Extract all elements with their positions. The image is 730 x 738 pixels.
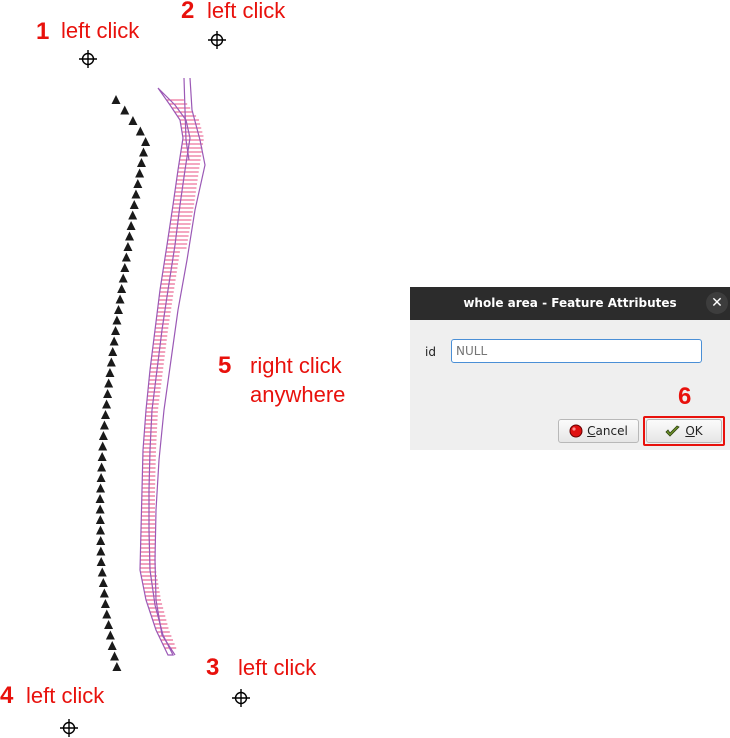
triangle-marker bbox=[95, 494, 105, 503]
triangle-marker bbox=[99, 588, 109, 598]
triangle-marker bbox=[114, 305, 123, 314]
triangle-marker bbox=[96, 473, 106, 482]
polygon-outline-secondary bbox=[154, 77, 206, 656]
id-field-label: id bbox=[425, 345, 436, 359]
crosshair-icon bbox=[60, 719, 78, 737]
triangle-marker bbox=[97, 462, 107, 472]
step-1-number: 1 bbox=[36, 18, 50, 45]
triangle-marker bbox=[97, 567, 107, 577]
close-button[interactable]: ✕ bbox=[706, 292, 728, 314]
triangle-marker bbox=[104, 620, 114, 629]
polygon-outline-tertiary bbox=[183, 77, 190, 161]
step-1-label: left click bbox=[61, 18, 140, 43]
step-5-number: 5 bbox=[218, 352, 232, 379]
step-6-number: 6 bbox=[678, 383, 692, 410]
cancel-icon bbox=[569, 424, 583, 438]
cancel-label: Cancel bbox=[587, 424, 628, 438]
triangle-marker bbox=[99, 420, 109, 430]
polygon-outline bbox=[139, 87, 191, 656]
cancel-button[interactable]: Cancel bbox=[558, 419, 639, 443]
step-4-label: left click bbox=[26, 683, 105, 708]
triangle-marker bbox=[102, 609, 112, 619]
triangle-marker bbox=[117, 284, 127, 293]
triangle-marker bbox=[110, 651, 120, 661]
triangle-marker bbox=[112, 662, 122, 671]
triangle-marker bbox=[139, 147, 148, 157]
dialog-title: whole area - Feature Attributes bbox=[463, 296, 677, 310]
triangle-marker bbox=[95, 504, 105, 514]
crosshair-icon bbox=[232, 689, 250, 707]
triangle-marker bbox=[136, 158, 146, 167]
triangle-marker bbox=[98, 578, 108, 587]
triangle-marker bbox=[131, 189, 141, 199]
triangle-marker bbox=[109, 336, 119, 346]
triangle-line-feature bbox=[95, 95, 151, 671]
triangle-marker bbox=[106, 357, 116, 367]
triangle-marker bbox=[95, 515, 105, 524]
triangle-marker bbox=[100, 599, 110, 608]
triangle-marker bbox=[103, 389, 113, 398]
ok-check-icon bbox=[665, 425, 681, 437]
triangle-marker bbox=[141, 137, 151, 146]
triangle-marker bbox=[96, 546, 106, 556]
triangle-marker bbox=[125, 231, 135, 241]
triangle-marker bbox=[107, 641, 117, 650]
step-2-number: 2 bbox=[181, 0, 195, 24]
triangle-marker bbox=[98, 441, 108, 451]
crosshair-icon bbox=[79, 50, 97, 68]
triangle-marker bbox=[96, 536, 106, 545]
triangle-marker bbox=[120, 105, 130, 115]
triangle-marker bbox=[135, 126, 145, 136]
triangle-marker bbox=[97, 452, 107, 461]
step-5-label-line2: anywhere bbox=[250, 382, 346, 407]
id-field-input[interactable] bbox=[451, 339, 702, 363]
triangle-marker bbox=[105, 630, 115, 640]
triangle-marker bbox=[96, 525, 106, 535]
close-icon: ✕ bbox=[711, 295, 723, 311]
ok-highlight-box bbox=[643, 416, 725, 446]
triangle-marker bbox=[112, 315, 122, 325]
triangle-marker bbox=[108, 347, 118, 356]
step-3-label: left click bbox=[238, 655, 317, 680]
triangle-marker bbox=[98, 431, 108, 440]
triangle-marker bbox=[135, 168, 145, 178]
triangle-marker bbox=[115, 294, 125, 304]
crosshair-icon bbox=[208, 31, 226, 49]
triangle-marker bbox=[123, 242, 133, 251]
feature-attributes-dialog: whole area - Feature Attributes ✕ id 6 C… bbox=[410, 287, 730, 450]
triangle-marker bbox=[101, 410, 110, 419]
triangle-marker bbox=[129, 200, 139, 209]
triangle-marker bbox=[121, 252, 131, 262]
triangle-marker bbox=[126, 221, 136, 230]
triangle-marker bbox=[128, 210, 138, 220]
triangle-marker bbox=[104, 378, 114, 388]
triangle-marker bbox=[111, 326, 121, 335]
triangle-marker bbox=[102, 399, 112, 409]
ok-button[interactable]: OK bbox=[646, 419, 722, 443]
triangle-marker bbox=[133, 179, 143, 188]
step-2-label: left click bbox=[207, 0, 286, 23]
step-4-number: 4 bbox=[0, 682, 14, 709]
dialog-titlebar: whole area - Feature Attributes ✕ bbox=[410, 287, 730, 320]
triangle-marker bbox=[96, 557, 106, 566]
triangle-marker bbox=[96, 483, 106, 493]
ok-label: OK bbox=[685, 424, 703, 438]
triangle-marker bbox=[118, 273, 128, 283]
triangle-marker bbox=[120, 263, 130, 272]
step-5-label-line1: right click bbox=[250, 353, 342, 378]
triangle-marker bbox=[111, 95, 121, 104]
triangle-marker bbox=[105, 368, 115, 377]
triangle-marker bbox=[128, 116, 138, 125]
step-3-number: 3 bbox=[206, 654, 220, 681]
